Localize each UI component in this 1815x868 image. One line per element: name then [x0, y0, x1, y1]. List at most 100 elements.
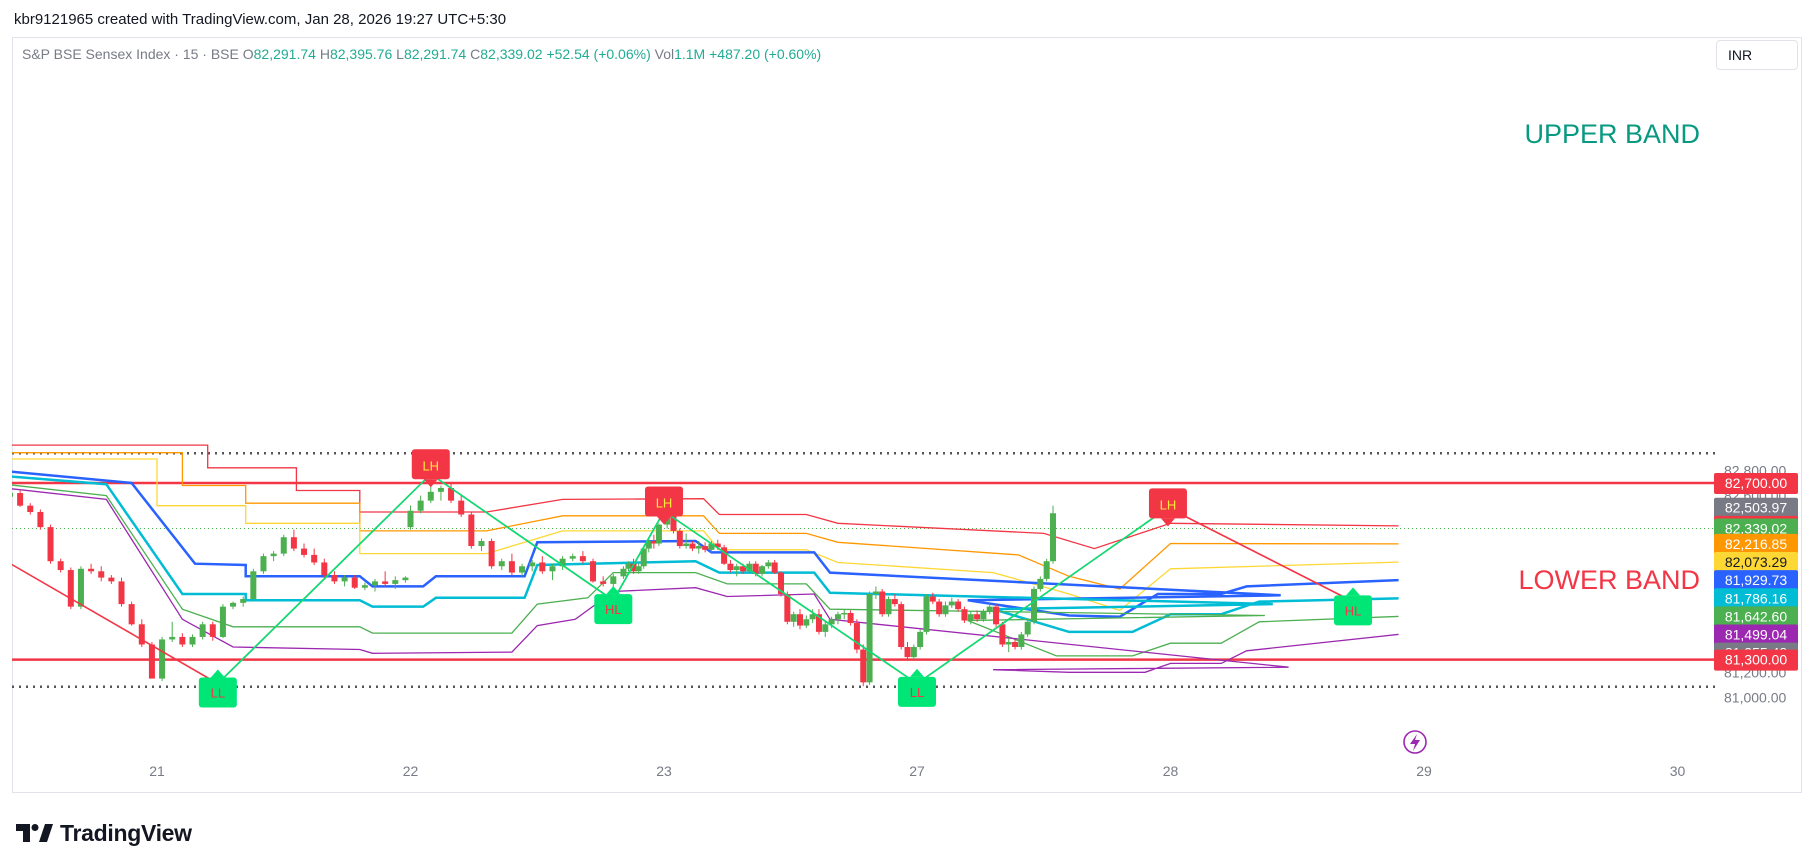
candle-body-41	[321, 562, 328, 576]
x-tick-3: 27	[909, 763, 925, 779]
chart-frame	[12, 37, 1802, 793]
band-line-0	[12, 444, 1399, 550]
candle-body-138	[1037, 578, 1044, 589]
candle-body-105	[828, 619, 835, 625]
candle-body-15	[57, 561, 64, 571]
candle-body-20	[108, 577, 115, 582]
swing-label-pointer	[210, 669, 225, 678]
swing-label-6: HL	[1334, 587, 1373, 626]
legend-symbol[interactable]: S&P BSE Sensex Index · 15 · BSE	[22, 46, 239, 62]
legend-high-label: H	[319, 46, 330, 62]
price-label-bg-6	[1714, 570, 1798, 592]
swing-label-pointer	[1160, 518, 1175, 527]
swing-label-pointer	[423, 479, 438, 488]
candle-body-33	[240, 599, 247, 603]
candle-body-75	[640, 548, 647, 567]
candle-body-58	[488, 541, 495, 567]
legend-delta: +487.20 (+0.60%)	[709, 46, 822, 62]
candle-body-77	[650, 541, 657, 544]
candle-body-134	[1012, 641, 1019, 648]
x-tick-2: 23	[656, 763, 672, 779]
candle-body-124	[948, 601, 955, 606]
candle-body-32	[230, 602, 237, 607]
candle-body-48	[392, 580, 399, 584]
candle-body-87	[714, 543, 721, 548]
candle-body-113	[879, 591, 886, 615]
candle-body-110	[860, 649, 867, 683]
candle-body-16	[67, 570, 74, 607]
candle-body-125	[955, 601, 962, 610]
currency-selector[interactable]: INR	[1716, 40, 1798, 70]
swing-label-text: LL	[211, 685, 225, 700]
swing-label-pointer	[657, 516, 671, 525]
candle-body-71	[620, 568, 627, 577]
candle-body-78	[655, 524, 662, 544]
swing-label-pointer	[606, 586, 621, 595]
candle-body-24	[148, 644, 155, 679]
tradingview-brand[interactable]: TradingView	[14, 818, 192, 848]
swing-label-3: LH	[645, 486, 683, 525]
candle-body-65	[559, 558, 566, 567]
candle-body-89	[727, 563, 734, 571]
swing-label-4: LL	[898, 668, 936, 707]
band-line-3	[12, 470, 1399, 618]
swing-label-box	[898, 676, 936, 707]
candle-body-102	[809, 614, 816, 620]
candle-body-103	[815, 614, 822, 632]
swing-label-pointer	[1346, 587, 1361, 596]
candle-body-86	[708, 543, 715, 550]
candle-body-62	[529, 562, 536, 567]
candle-body-40	[311, 554, 318, 563]
zigzag-green-line	[217, 473, 1169, 685]
legend-change: +52.54 (+0.06%)	[546, 46, 651, 62]
candle-body-14	[47, 527, 54, 562]
candle-body-17	[77, 568, 84, 607]
band-line-1	[12, 452, 1399, 590]
candle-body-130	[986, 606, 993, 612]
x-tick-1: 22	[403, 763, 419, 779]
price-label-bg-11	[1714, 649, 1798, 671]
candle-body-63	[539, 562, 546, 572]
price-label-bg-5	[1714, 552, 1798, 574]
swing-label-box	[1334, 595, 1373, 626]
price-label-7: 81,786.16	[1725, 590, 1787, 606]
candle-body-9	[0, 496, 3, 498]
band-line-2	[12, 458, 1399, 612]
candle-body-120	[923, 596, 930, 632]
band-line-4	[12, 475, 1399, 634]
candle-body-115	[891, 599, 898, 605]
candle-body-69	[600, 581, 607, 584]
price-label-0: 82,700.00	[1725, 475, 1787, 491]
swing-label-2: HL	[594, 586, 633, 625]
candle-body-49	[402, 577, 409, 581]
candle-body-107	[841, 612, 848, 615]
swing-label-0: LL	[198, 669, 237, 708]
candle-body-140	[1049, 513, 1056, 562]
lightning-bolt	[1410, 734, 1420, 751]
candle-body-19	[98, 571, 105, 578]
candle-body-21	[118, 581, 125, 605]
candle-body-95	[765, 562, 772, 567]
candle-body-52	[427, 491, 434, 501]
candle-body-28	[189, 636, 196, 645]
price-label-5: 82,073.29	[1725, 554, 1787, 570]
candle-body-53	[437, 488, 444, 492]
legend-high: 82,395.76	[329, 46, 393, 62]
candle-body-135	[1018, 634, 1025, 648]
price-label-8: 81,642.60	[1725, 608, 1787, 624]
swing-label-box	[411, 449, 450, 480]
candle-body-98	[784, 594, 791, 622]
candle-body-47	[382, 581, 389, 584]
candle-body-104	[822, 624, 829, 632]
swing-label-box	[645, 486, 683, 517]
swing-label-box	[594, 594, 633, 625]
price-label-11: 81,300.00	[1725, 652, 1787, 668]
swing-label-text: HL	[1345, 603, 1362, 618]
price-label-3: 82,339.02	[1725, 521, 1787, 537]
swing-label-5: LH	[1148, 488, 1187, 527]
candle-body-23	[138, 624, 145, 645]
x-tick-6: 30	[1670, 763, 1686, 779]
candle-body-131	[993, 606, 1000, 625]
swing-label-text: LH	[656, 496, 673, 511]
